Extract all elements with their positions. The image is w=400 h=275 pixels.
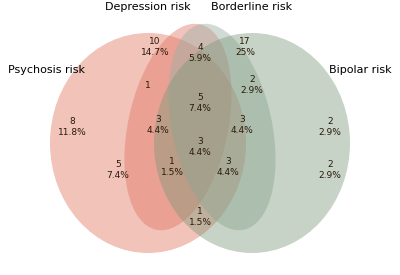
Text: 1
1.5%: 1 1.5%: [188, 207, 212, 227]
Text: 1
1.5%: 1 1.5%: [160, 157, 184, 177]
Text: Psychosis risk: Psychosis risk: [8, 65, 85, 75]
Text: 8
11.8%: 8 11.8%: [58, 117, 86, 137]
Text: 5
7.4%: 5 7.4%: [106, 160, 130, 180]
Ellipse shape: [154, 33, 350, 253]
Text: Borderline risk: Borderline risk: [212, 2, 292, 12]
Text: 3
4.4%: 3 4.4%: [147, 115, 169, 135]
Text: 4
5.9%: 4 5.9%: [188, 43, 212, 63]
Ellipse shape: [124, 24, 232, 230]
Text: 2
2.9%: 2 2.9%: [318, 117, 342, 137]
Text: 3
4.4%: 3 4.4%: [189, 137, 211, 157]
Text: 1: 1: [145, 81, 151, 89]
Text: 2
2.9%: 2 2.9%: [318, 160, 342, 180]
Ellipse shape: [168, 24, 276, 230]
Text: 2
2.9%: 2 2.9%: [240, 75, 264, 95]
Text: Depression risk: Depression risk: [105, 2, 191, 12]
Text: 3
4.4%: 3 4.4%: [217, 157, 239, 177]
Ellipse shape: [50, 33, 246, 253]
Text: 10
14.7%: 10 14.7%: [141, 37, 169, 57]
Text: 5
7.4%: 5 7.4%: [188, 93, 212, 113]
Text: 17
25%: 17 25%: [235, 37, 255, 57]
Text: Bipolar risk: Bipolar risk: [329, 65, 392, 75]
Text: 3
4.4%: 3 4.4%: [231, 115, 253, 135]
